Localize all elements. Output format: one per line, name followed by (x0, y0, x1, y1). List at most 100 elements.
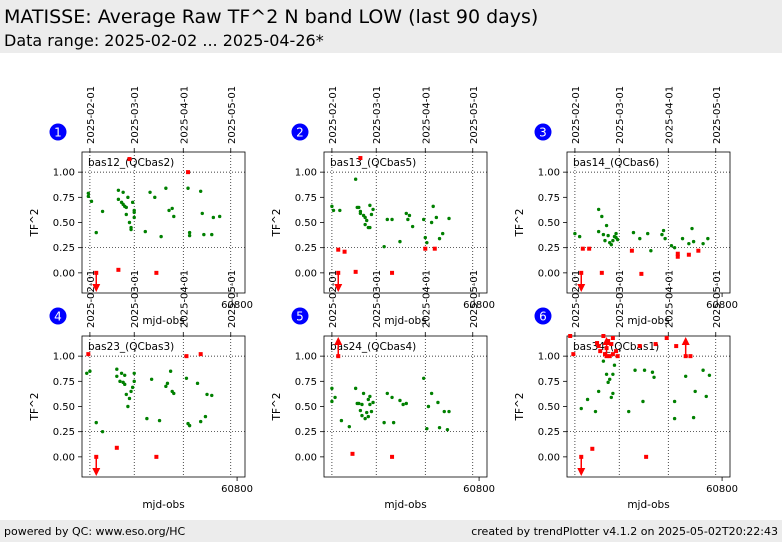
panel-1: 2025-02-01 2025-03-01 2025-04-01 2025-05-01… (29, 86, 253, 327)
date-tick-label: 2025-04-01 (664, 86, 675, 144)
data-point (638, 236, 642, 241)
date-tick-label: 2025-04-01 (421, 270, 432, 328)
data-point (330, 386, 334, 391)
outlier-point (86, 352, 91, 357)
off-scale-arrow-down (92, 468, 101, 476)
data-point (421, 217, 426, 222)
data-point (115, 374, 119, 378)
y-tick-label: 0.00 (53, 452, 75, 463)
date-tick-label: 2025-03-01 (372, 86, 383, 144)
header-bar: MATISSE: Average Raw TF^2 N band LOW (la… (0, 0, 782, 53)
data-point (663, 236, 667, 241)
data-point (360, 402, 364, 407)
outlier-point (390, 454, 395, 459)
y-tick-label: 0.75 (538, 193, 560, 204)
data-point (436, 400, 440, 405)
date-tick-label: 2025-02-01 (86, 86, 97, 144)
outlier-point (423, 246, 428, 251)
y-tick-label: 0.50 (53, 218, 75, 229)
data-point (423, 235, 427, 240)
data-point (369, 409, 374, 414)
outlier-point (614, 349, 619, 354)
data-point (573, 231, 577, 236)
outlier-point (609, 342, 614, 347)
x-axis-label: mjd-obs (142, 499, 184, 511)
date-tick-label: 2025-04-01 (179, 86, 190, 144)
data-point (132, 371, 136, 375)
data-point (683, 374, 688, 378)
y-tick-label: 0.00 (538, 268, 560, 279)
date-tick-label: 2025-03-01 (372, 270, 383, 328)
outlier-point (342, 249, 347, 254)
data-point (371, 400, 375, 405)
data-point (124, 212, 129, 217)
data-point (366, 397, 371, 402)
panel-label: bas34_(QCbas1) (573, 341, 659, 353)
data-point (406, 217, 410, 222)
data-point (608, 377, 612, 382)
data-point (707, 373, 712, 377)
panel-6: 2025-02-01 2025-03-01 2025-04-01 2025-05-01… (514, 270, 738, 511)
data-point (130, 200, 135, 205)
panel-number-badge (49, 123, 67, 141)
outlier-point (587, 246, 592, 251)
x-axis-label: mjd-obs (142, 315, 184, 327)
data-point (650, 370, 655, 374)
panel-number: 4 (54, 310, 62, 324)
data-point (603, 238, 607, 243)
data-point (371, 207, 375, 212)
y-tick-label: 0.00 (538, 452, 560, 463)
outlier-point (116, 267, 121, 272)
outlier-point (629, 248, 634, 253)
plot-frame (566, 151, 731, 294)
off-scale-arrow-up (681, 337, 690, 345)
data-point (85, 371, 89, 375)
outlier-point (653, 342, 658, 347)
data-point (353, 177, 358, 181)
data-point (164, 384, 168, 389)
off-scale-arrow-down (577, 468, 586, 476)
data-point (701, 368, 705, 372)
data-point (368, 225, 372, 230)
outlier-point (432, 246, 437, 251)
data-point (358, 408, 363, 413)
data-point (368, 203, 372, 208)
plot-frame (566, 335, 731, 478)
panel-number-badge (534, 123, 552, 141)
date-tick-label: 2025-02-01 (328, 270, 339, 328)
outlier-point (358, 156, 363, 161)
data-point (661, 228, 666, 233)
data-point (440, 231, 445, 236)
panel-number-badge (291, 307, 309, 325)
data-point (217, 214, 222, 219)
data-point (442, 409, 446, 414)
outlier-point (601, 334, 606, 338)
y-tick-label: 0.75 (538, 377, 560, 388)
data-point (86, 191, 91, 195)
outlier-point (664, 336, 669, 341)
y-tick-label: 1.00 (295, 352, 317, 363)
outlier-point (615, 354, 620, 359)
panel-number-badge (534, 307, 552, 325)
off-scale-arrow-down (92, 284, 101, 292)
outlier-point (571, 352, 576, 357)
x-axis-label: mjd-obs (384, 499, 426, 511)
y-tick-label: 0.75 (53, 377, 75, 388)
data-point (672, 416, 677, 421)
data-point (330, 399, 334, 404)
outlier-point (675, 251, 680, 256)
data-point (363, 416, 367, 421)
data-point (425, 426, 429, 431)
data-point (368, 402, 372, 407)
data-point (398, 398, 402, 403)
off-scale-arrow-down (334, 284, 343, 292)
off-scale-marker (579, 270, 584, 275)
data-point (186, 186, 190, 190)
data-point (124, 392, 129, 397)
y-tick-label: 0.75 (53, 193, 75, 204)
x-axis-label: mjd-obs (627, 315, 669, 327)
data-point (333, 395, 337, 400)
footer-bar: powered by QC: www.eso.org/HC created by… (0, 520, 782, 542)
data-point (609, 242, 614, 247)
date-tick-label: 2025-05-01 (227, 270, 238, 328)
